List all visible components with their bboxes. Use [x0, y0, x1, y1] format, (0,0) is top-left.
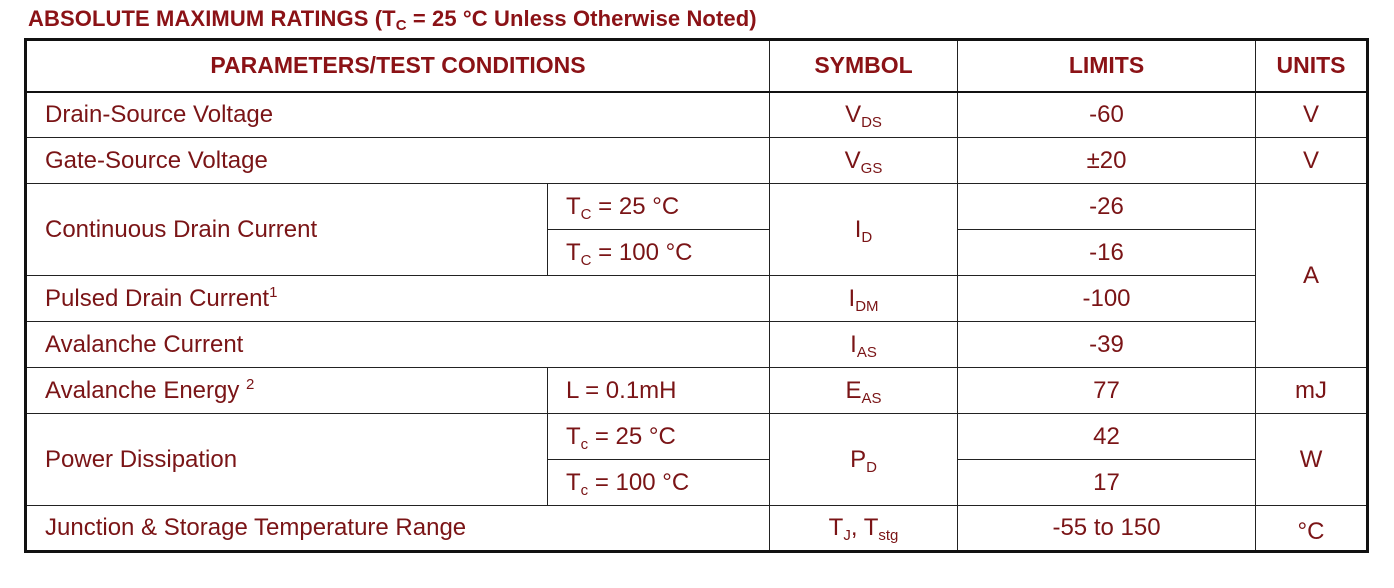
param-avalanche-current: Avalanche Current [24, 321, 771, 368]
param-avalanche-energy: Avalanche Energy 2 [25, 367, 548, 414]
limit-pd-25c: 42 [957, 413, 1257, 460]
param-junction-storage-temperature: Junction & Storage Temperature Range [24, 505, 771, 552]
symbol-id: ID [769, 183, 959, 276]
symbol-vds: VDS [769, 91, 959, 138]
header-limits: LIMITS [957, 39, 1257, 93]
unit-eas: mJ [1255, 367, 1369, 414]
param-drain-source-voltage: Drain-Source Voltage [24, 91, 771, 138]
absolute-maximum-ratings-table: PARAMETERS/TEST CONDITIONS SYMBOL LIMITS… [24, 38, 1370, 553]
symbol-vgs: VGS [769, 137, 959, 184]
table-row: Avalanche Current IAS -39 [24, 321, 1368, 368]
limit-pd-100c: 17 [957, 459, 1257, 506]
limit-id-100c: -16 [957, 229, 1257, 276]
condition-eas: L = 0.1mH [546, 367, 771, 414]
unit-tj-tstg: °C [1255, 505, 1369, 552]
condition-pd-25c: Tc = 25 °C [546, 413, 771, 460]
limit-id-25c: -26 [957, 183, 1257, 230]
unit-pd: W [1255, 413, 1369, 506]
table-row: Pulsed Drain Current1 IDM -100 [24, 275, 1368, 322]
symbol-tj-tstg: TJ, Tstg [769, 505, 959, 552]
param-gate-source-voltage: Gate-Source Voltage [24, 137, 771, 184]
unit-vgs: V [1255, 137, 1369, 184]
symbol-idm: IDM [769, 275, 959, 322]
table-header-row: PARAMETERS/TEST CONDITIONS SYMBOL LIMITS… [24, 39, 1369, 93]
symbol-pd: PD [769, 413, 959, 506]
table-row: Junction & Storage Temperature Range TJ,… [24, 505, 1369, 552]
table-row: Continuous Drain Current TC = 25 °C ID -… [25, 183, 1369, 368]
limit-idm: -100 [957, 275, 1257, 322]
condition-pd-100c: Tc = 100 °C [546, 459, 771, 506]
limit-vgs: ±20 [957, 137, 1257, 184]
table-title: ABSOLUTE MAXIMUM RATINGS (TC = 25 °C Unl… [28, 6, 757, 34]
limit-ias: -39 [957, 321, 1257, 368]
param-power-dissipation: Power Dissipation [25, 413, 548, 506]
param-continuous-drain-current: Continuous Drain Current [25, 183, 548, 276]
symbol-ias: IAS [769, 321, 959, 368]
unit-vds: V [1255, 91, 1369, 138]
condition-id-100c: TC = 100 °C [546, 229, 771, 276]
limit-tj-tstg: -55 to 150 [957, 505, 1257, 552]
table-row: Gate-Source Voltage VGS ±20 V [24, 137, 1369, 184]
limit-eas: 77 [957, 367, 1257, 414]
condition-id-25c: TC = 25 °C [546, 183, 771, 230]
header-units: UNITS [1255, 39, 1369, 93]
table-row: Power Dissipation Tc = 25 °C PD 42 W [25, 413, 1369, 506]
limit-vds: -60 [957, 91, 1257, 138]
header-parameters: PARAMETERS/TEST CONDITIONS [24, 39, 771, 93]
symbol-eas: EAS [769, 367, 959, 414]
table-row: Drain-Source Voltage VDS -60 V [24, 91, 1369, 138]
unit-current: A [1255, 183, 1369, 368]
table-row: Avalanche Energy 2 L = 0.1mH EAS 77 mJ [25, 367, 1369, 414]
param-pulsed-drain-current: Pulsed Drain Current1 [24, 275, 771, 322]
header-symbol: SYMBOL [769, 39, 959, 93]
